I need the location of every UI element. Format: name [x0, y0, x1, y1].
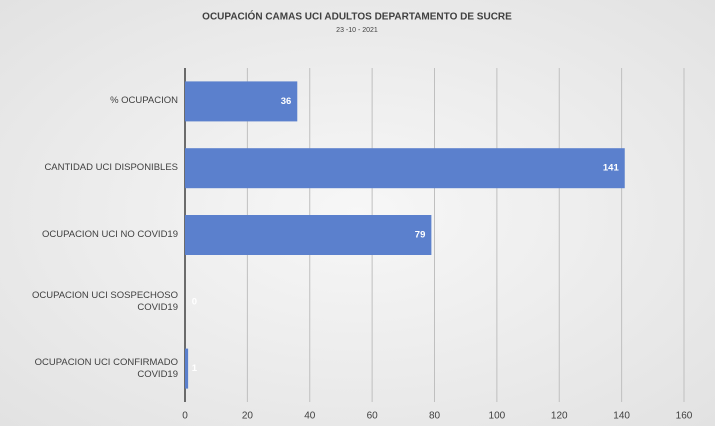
data-label: 79 [415, 230, 426, 241]
y-tick-label: OCUPACION UCI SOSPECHOSO COVID19 [31, 289, 178, 313]
data-label: 141 [603, 163, 620, 174]
chart-title: OCUPACIÓN CAMAS UCI ADULTOS DEPARTAMENTO… [202, 10, 512, 23]
y-tick-label: % OCUPACION [110, 95, 178, 107]
x-tick-label: 80 [429, 411, 441, 422]
x-tick-label: 160 [676, 411, 693, 422]
y-tick-label: CANTIDAD UCI DISPONIBLES [44, 162, 178, 174]
x-tick-label: 140 [613, 411, 630, 422]
x-tick-label: 120 [551, 411, 568, 422]
data-label: 1 [192, 363, 198, 374]
x-tick-label: 60 [367, 411, 379, 422]
bar [185, 81, 298, 122]
y-tick-label: OCUPACION UCI NO COVID19 [41, 229, 178, 240]
data-label: 0 [192, 296, 197, 307]
bar [185, 215, 432, 255]
x-tick-label: 100 [489, 411, 506, 422]
x-tick-label: 20 [242, 411, 254, 422]
chart-subtitle: 23 -10 - 2021 [336, 27, 378, 34]
data-label: 36 [281, 96, 292, 107]
bar [185, 148, 625, 189]
x-tick-label: 40 [304, 411, 316, 422]
y-tick-label: OCUPACION UCI CONFIRMADO COVID19 [34, 356, 178, 380]
x-tick-label: 0 [182, 411, 188, 422]
bar [185, 348, 189, 389]
